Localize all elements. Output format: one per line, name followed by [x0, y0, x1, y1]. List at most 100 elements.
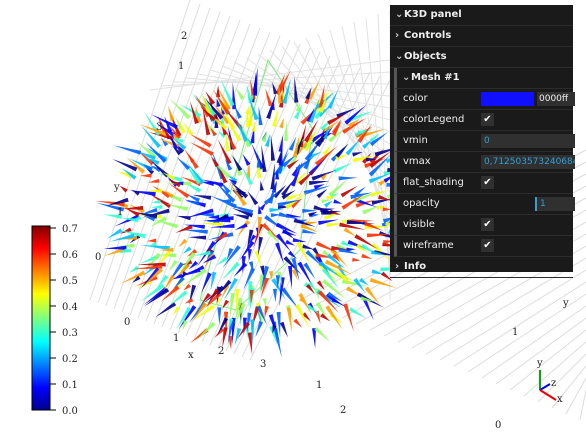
checkbox[interactable]: ✔ [481, 239, 494, 252]
mesh-spike [248, 95, 259, 121]
grid-line [89, 0, 191, 301]
mesh-spike [355, 243, 368, 253]
mesh-spike [173, 276, 185, 290]
section-text: Controls [404, 30, 452, 41]
mesh-spike [366, 157, 377, 162]
mesh-spike [296, 131, 317, 154]
mesh-spike [120, 217, 139, 223]
checkbox[interactable]: ✔ [481, 218, 494, 231]
grid-line [509, 329, 586, 391]
panel-title[interactable]: ⌄K3D panel [390, 5, 573, 26]
value-input[interactable]: 0,712503573240684 [481, 155, 575, 169]
mesh-spike [202, 254, 217, 264]
row-label: wireframe [403, 240, 454, 251]
mesh-rows: color 0000ff colorLegend ✔ vmin 0 vmax 0,712503… [390, 89, 575, 257]
mesh-spike [358, 128, 386, 139]
mesh-spike [246, 109, 251, 128]
mesh-spike [149, 165, 162, 173]
mesh-spike [164, 116, 173, 133]
axis-label: 1 [117, 207, 123, 218]
mesh-spike [184, 208, 214, 219]
mesh-spike [232, 214, 250, 220]
row-label: colorLegend [403, 114, 465, 125]
mesh-spike [292, 134, 300, 158]
mesh-spike [277, 199, 303, 207]
mesh-spike [276, 70, 291, 96]
mesh-spike [266, 229, 281, 245]
axis-label: 3 [260, 359, 266, 370]
mesh-spike [131, 189, 140, 196]
mesh-spike [295, 156, 315, 171]
mesh-spike [308, 96, 321, 123]
checkbox[interactable]: ✔ [481, 176, 494, 189]
mesh-spike [239, 119, 251, 148]
mesh-spike [155, 301, 177, 318]
mesh-spike [217, 317, 229, 336]
mesh-spike [264, 305, 269, 319]
mesh-spike [302, 312, 311, 322]
mesh-spike [342, 117, 367, 134]
mesh-spike [294, 171, 308, 185]
mesh-spike [185, 200, 200, 206]
value-input[interactable]: 0 [481, 134, 575, 148]
mesh-spike [143, 287, 168, 305]
grid-line [249, 79, 391, 361]
mesh-spike [126, 157, 146, 174]
mesh-spike [218, 130, 226, 139]
mesh-spike [201, 92, 212, 117]
mesh-spike [169, 98, 191, 120]
mesh-spike [184, 148, 199, 169]
value-input[interactable]: 1 [535, 197, 575, 211]
mesh-spike [214, 180, 236, 203]
row-label: visible [403, 219, 435, 230]
mesh-spike [294, 104, 303, 120]
mesh-spike [145, 252, 161, 271]
mesh-spike [305, 283, 315, 294]
mesh-spike [228, 181, 247, 207]
color-swatch[interactable] [481, 92, 534, 106]
mesh-spike [221, 261, 240, 281]
mesh-spike [163, 189, 175, 199]
section[interactable]: ⌄Objects [390, 47, 573, 68]
checkbox[interactable]: ✔ [481, 113, 494, 126]
mesh-spike [189, 141, 214, 157]
mesh-spike [140, 125, 161, 149]
color-hex[interactable]: 0000ff [537, 92, 575, 106]
mesh-spike [318, 290, 340, 314]
mesh-spike [352, 257, 361, 262]
mesh-spike [361, 296, 374, 321]
section[interactable]: › Controls [390, 26, 573, 47]
mesh-spike [140, 244, 170, 251]
mesh-spike [129, 265, 139, 273]
mesh-spike [167, 179, 181, 188]
mesh-spike [322, 120, 340, 133]
colorbar-label: 0.3 [62, 328, 78, 339]
mesh-spike [353, 277, 366, 293]
mesh-spike [370, 190, 388, 197]
mesh-spike [114, 214, 140, 227]
mesh-spike [340, 240, 354, 248]
mesh-spike [140, 207, 158, 215]
mesh-spike [349, 110, 374, 122]
mesh-spike [276, 311, 281, 338]
mesh-spike [352, 151, 363, 157]
mesh-spike [140, 267, 160, 289]
mesh-folder[interactable]: ⌄Mesh #1 [394, 68, 573, 89]
mesh-spike [318, 219, 339, 226]
mesh-spike [105, 197, 129, 206]
mesh-spike [279, 117, 285, 129]
mesh-spike [276, 148, 282, 164]
mesh-spike [140, 283, 165, 302]
mesh-spike [225, 130, 231, 152]
mesh-spike [268, 271, 273, 281]
section[interactable]: › Info [390, 257, 573, 278]
axis-label: 0 [495, 420, 501, 431]
mesh-spike [339, 222, 366, 230]
mesh-spike [183, 283, 191, 291]
mesh-spike [124, 207, 140, 217]
mesh-spike [264, 133, 271, 147]
grid-line [495, 317, 586, 385]
mesh-spike [381, 271, 393, 282]
mesh-spike [251, 121, 256, 132]
mesh-spike [192, 194, 212, 200]
